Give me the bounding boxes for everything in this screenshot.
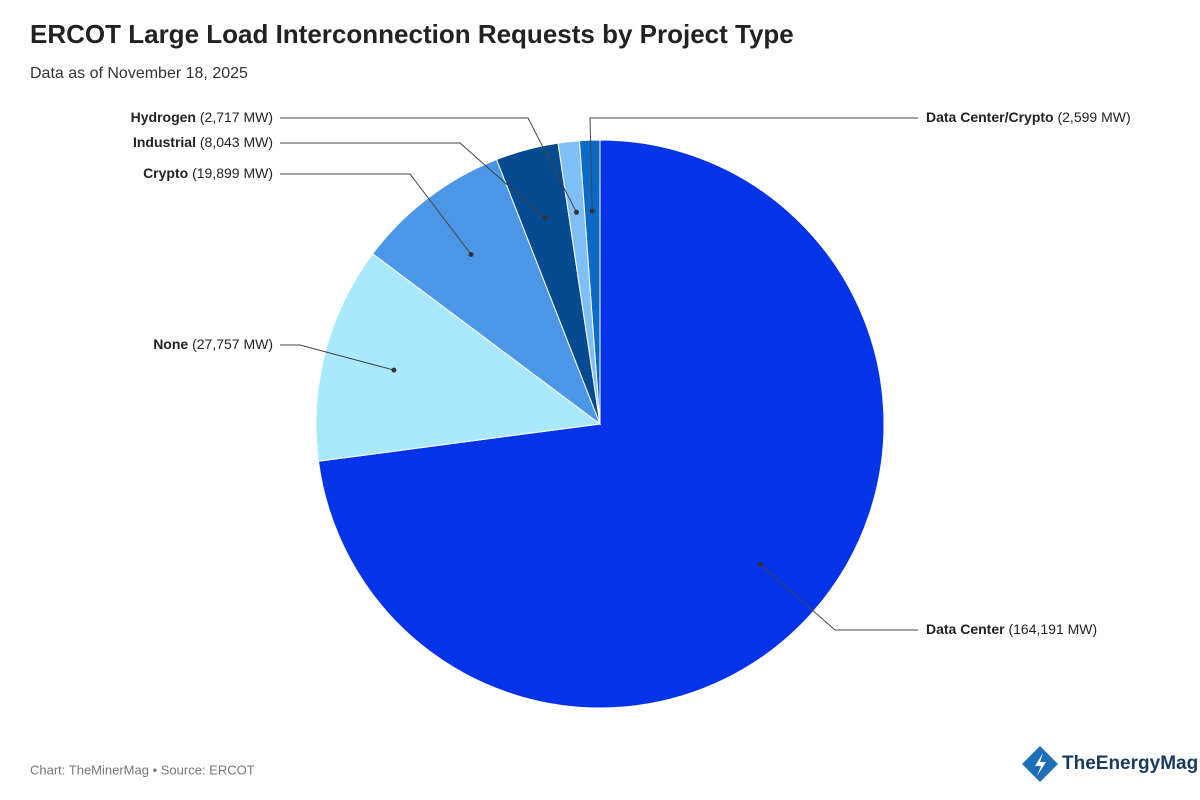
slice-name: None [153,336,188,352]
leader-line [759,564,918,631]
footer: Chart: TheMinerMag • Source: ERCOT [30,762,255,777]
leader-dot [391,367,397,373]
leader-line [280,142,546,219]
leader-dot [757,561,763,567]
slice-label: Crypto (19,899 MW) [143,165,273,181]
leader-dot [589,208,595,214]
logo-bolt [1035,753,1046,776]
pie-slice [578,139,601,425]
chart-subtitle: Data as of November 18, 2025 [30,65,248,82]
leader-dot [542,215,548,221]
slice-value: (19,899 MW) [192,165,273,181]
slice-value: (27,757 MW) [192,336,273,352]
slice-name: Industrial [133,134,196,150]
leader-line [280,117,577,213]
slice-name: Crypto [143,165,188,181]
leader-line [280,344,395,371]
leader-dot [468,251,474,257]
slice-value: (2,599 MW) [1057,109,1130,125]
leader-line [280,173,472,255]
slice-name: Hydrogen [131,109,196,125]
slice-label: Hydrogen (2,717 MW) [131,109,273,125]
leader-line [589,117,918,212]
slice-value: (164,191 MW) [1008,621,1097,637]
slice-value: (8,043 MW) [200,134,273,150]
slice-value: (2,717 MW) [200,109,273,125]
slice-label: Data Center/Crypto (2,599 MW) [926,109,1131,125]
logo-text: TheEnergyMag [1062,753,1198,774]
slice-label: Industrial (8,043 MW) [133,134,273,150]
chart-title: ERCOT Large Load Interconnection Request… [30,19,794,49]
leader-dot [574,209,580,215]
slice-name: Data Center [926,621,1005,637]
slice-label: None (27,757 MW) [153,336,273,352]
logo: TheEnergyMag [1022,746,1198,782]
slice-label: Data Center (164,191 MW) [926,621,1097,637]
slice-name: Data Center/Crypto [926,109,1054,125]
